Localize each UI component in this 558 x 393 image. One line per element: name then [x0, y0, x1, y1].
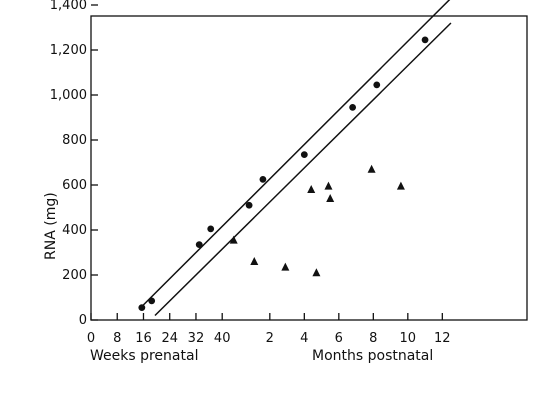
data-point-triangle — [312, 268, 321, 277]
data-point-circle — [195, 241, 203, 249]
data-point-triangle — [396, 181, 405, 190]
y-tick-label: 400 — [62, 223, 87, 238]
x-tick-label: 4 — [300, 331, 308, 346]
data-point-circle — [148, 297, 156, 305]
x-tick-label: 8 — [369, 331, 377, 346]
y-tick-label: 1,000 — [50, 88, 87, 103]
y-tick-label: 0 — [79, 313, 87, 328]
data-point-circle — [373, 81, 381, 89]
data-point-triangle — [324, 181, 333, 190]
regression-line — [154, 22, 452, 317]
data-point-circle — [421, 36, 429, 44]
plot-frame — [90, 15, 528, 321]
x-tick-label: 0 — [87, 331, 95, 346]
y-axis-label: RNA (mg) — [43, 192, 59, 260]
x-tick-label: 8 — [113, 331, 121, 346]
data-point-triangle — [367, 164, 376, 173]
data-point-circle — [349, 103, 357, 111]
x-tick-label: 10 — [400, 331, 417, 346]
regression-line — [141, 0, 451, 308]
data-point-circle — [259, 175, 267, 183]
x-tick-label: 24 — [161, 331, 178, 346]
y-tick-label: 600 — [62, 178, 87, 193]
x-tick-label: 32 — [188, 331, 205, 346]
x-tick-label: 6 — [335, 331, 343, 346]
x-axis-ticks: 0 8 16 24 32 40 2 4 6 8 10 12 — [87, 313, 451, 346]
x-axis-label-postnatal: Months postnatal — [312, 348, 433, 364]
data-point-triangle — [281, 262, 290, 271]
data-point-triangle — [307, 185, 316, 193]
x-tick-label: 12 — [434, 331, 451, 346]
data-point-triangle — [250, 257, 259, 265]
y-axis-ticks: 0 200 400 600 800 1,000 1,200 1,400 — [50, 0, 98, 328]
y-tick-label: 1,200 — [50, 43, 87, 58]
data-marks — [138, 36, 429, 312]
x-tick-label: 40 — [214, 331, 231, 346]
data-point-triangle — [229, 235, 238, 244]
x-tick-label: 2 — [266, 331, 274, 346]
y-tick-label: 200 — [62, 268, 87, 283]
x-tick-label: 16 — [135, 331, 152, 346]
band-lines — [141, 0, 452, 317]
data-point-triangle — [326, 194, 335, 202]
data-point-circle — [300, 151, 308, 159]
y-tick-label: 800 — [62, 133, 87, 148]
data-point-circle — [207, 225, 215, 233]
data-point-circle — [138, 304, 146, 312]
data-point-circle — [245, 201, 253, 209]
y-tick-label: 1,400 — [50, 0, 87, 13]
x-axis-label-prenatal: Weeks prenatal — [90, 348, 198, 364]
